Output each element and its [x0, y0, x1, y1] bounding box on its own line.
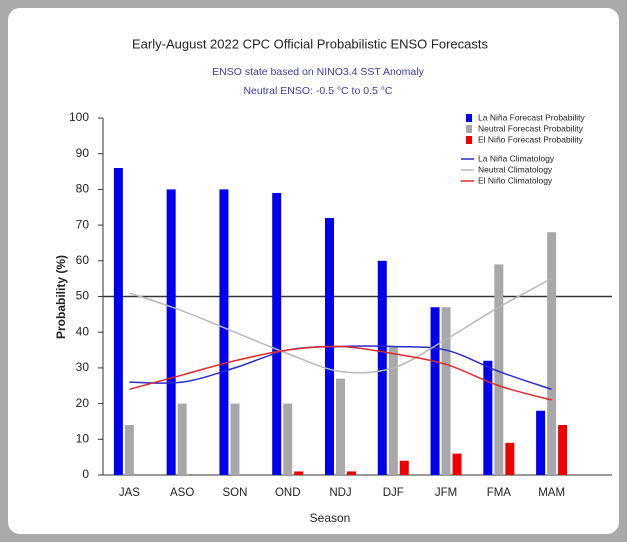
- bar: [124, 425, 134, 475]
- legend-label: La Niña Forecast Probability: [478, 112, 586, 122]
- y-tick-label: 60: [76, 253, 90, 267]
- y-tick-label: 50: [76, 289, 90, 303]
- bar: [377, 260, 387, 475]
- y-tick-label: 40: [76, 324, 90, 338]
- x-tick-label: JFM: [435, 487, 457, 499]
- y-tick-label: 20: [76, 396, 90, 410]
- chart-title: Early-August 2022 CPC Official Probabili…: [132, 36, 488, 51]
- climatology-line: [129, 345, 552, 401]
- legend-swatch: [466, 125, 472, 133]
- subtitle: Neutral ENSO: -0.5 °C to 0.5 °C: [243, 85, 392, 97]
- bar: [441, 307, 451, 475]
- bar: [336, 378, 345, 475]
- bar: [166, 189, 176, 475]
- bar: [483, 360, 493, 475]
- x-tick-label: JAS: [119, 487, 140, 499]
- y-tick-label: 80: [76, 182, 90, 196]
- x-tick-label: FMA: [487, 487, 512, 499]
- bar: [347, 471, 356, 475]
- y-tick-label: 0: [82, 467, 89, 481]
- bar: [219, 189, 229, 475]
- bar: [177, 403, 187, 475]
- bar: [547, 232, 557, 475]
- y-tick-label: 70: [76, 217, 90, 231]
- bar: [283, 403, 293, 475]
- y-axis-label: Probability (%): [54, 255, 68, 339]
- y-tick-label: 10: [76, 431, 90, 445]
- climatology-line: [129, 277, 552, 374]
- bar: [388, 346, 398, 475]
- subtitle: ENSO state based on NINO3.4 SST Anomaly: [212, 66, 424, 78]
- bar: [536, 410, 546, 475]
- legend-label: La Niña Climatology: [478, 153, 555, 163]
- bar: [294, 471, 304, 475]
- bar: [505, 442, 515, 475]
- x-tick-label: ASO: [170, 487, 194, 499]
- x-tick-label: OND: [275, 487, 301, 499]
- bar: [452, 453, 462, 475]
- y-tick-label: 30: [76, 360, 90, 374]
- legend-swatch: [466, 136, 472, 144]
- x-axis-label: Season: [310, 511, 351, 525]
- legend-label: Neutral Forecast Probability: [478, 123, 584, 133]
- y-tick-label: 90: [76, 146, 90, 160]
- bar: [494, 264, 504, 475]
- x-tick-label: DJF: [383, 487, 404, 499]
- bar: [113, 167, 123, 476]
- bar: [230, 403, 240, 475]
- y-tick-label: 100: [69, 110, 89, 124]
- bar: [430, 307, 440, 475]
- x-tick-label: SON: [222, 487, 247, 499]
- x-tick-label: MAM: [538, 487, 565, 499]
- bar: [399, 460, 409, 475]
- x-tick-label: NDJ: [329, 487, 351, 499]
- bar: [558, 425, 568, 475]
- legend-label: El Niño Climatology: [478, 175, 553, 185]
- legend-label: El Niño Forecast Probability: [478, 134, 584, 144]
- legend-label: Neutral Climatology: [478, 164, 553, 174]
- legend-swatch: [466, 114, 472, 122]
- bar: [272, 192, 282, 475]
